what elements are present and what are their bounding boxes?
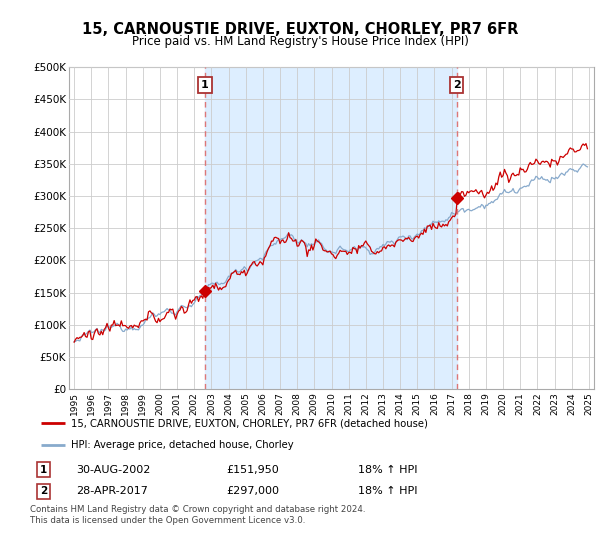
- Text: 1: 1: [40, 465, 47, 475]
- Text: 2: 2: [40, 486, 47, 496]
- Text: 18% ↑ HPI: 18% ↑ HPI: [358, 465, 417, 475]
- Text: 1: 1: [201, 80, 209, 90]
- Text: 15, CARNOUSTIE DRIVE, EUXTON, CHORLEY, PR7 6FR: 15, CARNOUSTIE DRIVE, EUXTON, CHORLEY, P…: [82, 22, 518, 38]
- Text: 2: 2: [453, 80, 460, 90]
- Text: Price paid vs. HM Land Registry's House Price Index (HPI): Price paid vs. HM Land Registry's House …: [131, 35, 469, 48]
- Text: 28-APR-2017: 28-APR-2017: [76, 486, 148, 496]
- Text: Contains HM Land Registry data © Crown copyright and database right 2024.
This d: Contains HM Land Registry data © Crown c…: [30, 505, 365, 525]
- Bar: [205, 67, 457, 389]
- Text: £297,000: £297,000: [227, 486, 280, 496]
- Text: HPI: Average price, detached house, Chorley: HPI: Average price, detached house, Chor…: [71, 440, 293, 450]
- Text: 30-AUG-2002: 30-AUG-2002: [76, 465, 151, 475]
- Text: £151,950: £151,950: [227, 465, 280, 475]
- Text: 15, CARNOUSTIE DRIVE, EUXTON, CHORLEY, PR7 6FR (detached house): 15, CARNOUSTIE DRIVE, EUXTON, CHORLEY, P…: [71, 418, 428, 428]
- Text: 18% ↑ HPI: 18% ↑ HPI: [358, 486, 417, 496]
